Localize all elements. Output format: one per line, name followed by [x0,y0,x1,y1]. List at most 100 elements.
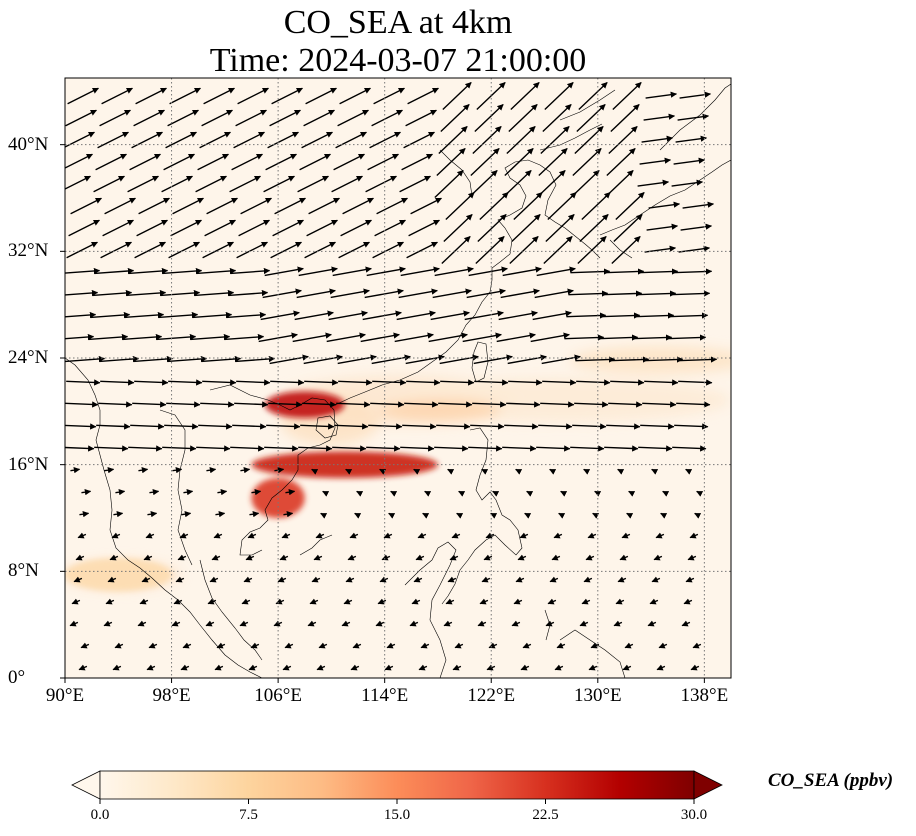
wind-arrow [604,268,645,275]
wind-arrow [452,664,462,671]
wind-arrow [247,532,257,539]
wind-arrow [646,223,679,231]
wind-arrow [301,131,333,149]
wind-arrow [100,379,135,386]
wind-arrow [683,598,693,605]
wind-arrow [307,620,317,627]
wind-arrow [211,554,221,561]
wind-arrow [163,153,195,171]
wind-arrow [133,109,165,127]
wind-arrow [386,642,396,649]
wind-arrow [168,379,203,386]
wind-arrow [609,356,650,363]
wind-arrow [270,241,302,259]
wind-arrow [479,191,509,221]
wind-arrow [374,219,406,237]
wind-arrow [199,131,231,149]
wind-arrow [137,620,147,627]
wind-arrow [519,532,529,539]
wind-arrow [420,642,430,649]
y-tick-label: 32°N [8,240,49,262]
wind-arrow [107,576,117,583]
wind-arrow [237,87,269,105]
wind-arrow [560,490,568,497]
wind-arrow [418,664,428,671]
wind-arrow [99,355,140,363]
wind-arrow [542,379,577,386]
wind-arrow [671,179,704,187]
wind-arrow [275,598,285,605]
wind-arrow [692,642,702,649]
wind-arrow [304,241,336,259]
wind-arrow [240,467,251,474]
wind-arrow [615,191,645,221]
wind-arrow [313,554,323,561]
wind-arrow [430,310,470,321]
wind-arrow [608,125,638,155]
wind-arrow [689,532,699,539]
wind-arrow [445,191,475,221]
wind-arrow [404,401,439,408]
wind-arrow [239,620,249,627]
x-tick-label: 114°E [361,685,409,706]
wind-arrow [332,445,367,452]
wind-arrow [570,445,605,452]
wind-arrow [472,125,502,155]
wind-arrow [434,445,469,452]
wind-arrow [305,87,337,105]
wind-arrow [399,175,431,193]
wind-arrow [606,147,636,177]
wind-arrow [264,445,299,452]
wind-arrow [579,620,589,627]
wind-arrow [400,445,435,452]
wind-arrow [456,512,464,519]
wind-arrow [530,332,570,343]
wind-arrow [274,197,306,215]
wind-arrow [409,620,419,627]
wind-arrow [370,401,405,408]
wind-arrow [388,512,396,519]
wind-arrow [579,213,609,243]
wind-arrow [328,310,368,321]
wind-arrow [413,576,423,583]
wind-arrow [263,175,295,193]
wind-arrow [540,125,570,155]
wind-arrow [553,532,563,539]
wind-arrow [422,512,430,519]
wind-arrow [282,664,292,671]
x-tick-label: 90°E [45,685,85,706]
wind-arrow [338,241,370,259]
colorbar-gradient [99,770,695,800]
wind-arrow [226,311,267,319]
wind-arrow [250,642,260,649]
wind-arrow [139,598,149,605]
wind-arrow [80,642,90,649]
wind-arrow [681,620,691,627]
wind-arrow [194,289,235,297]
wind-arrow [396,310,436,321]
wind-arrow [240,197,272,215]
wind-arrow [364,288,404,299]
wind-arrow [566,312,607,319]
wind-arrow [65,153,93,169]
wind-arrow [217,489,228,496]
wind-arrow [488,642,498,649]
wind-arrow [670,290,711,297]
wind-arrow [434,169,464,199]
wind-arrow [195,175,227,193]
wind-arrow [447,468,455,475]
wind-arrow [577,235,607,265]
wind-arrow [200,401,235,408]
wind-arrow [592,512,600,519]
wind-arrow [306,219,338,237]
wind-arrow [232,423,267,430]
wind-arrow [411,598,421,605]
wind-arrow [615,598,625,605]
wind-arrow [102,219,134,237]
wind-arrow [104,467,115,474]
wind-arrow [303,354,343,365]
wind-arrow [367,153,399,171]
wind-arrow [122,333,163,341]
wind-arrow [696,490,704,497]
wind-arrow [436,147,466,177]
